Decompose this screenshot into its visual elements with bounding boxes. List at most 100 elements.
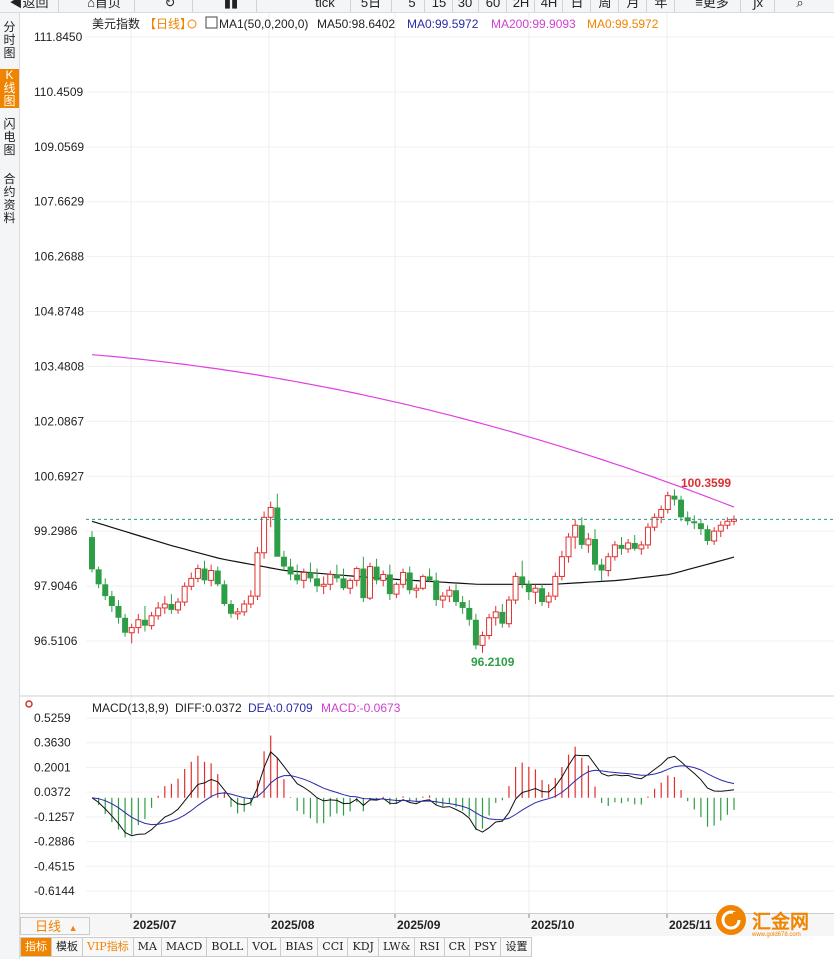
legend-ma200: MA200:99.9093: [491, 17, 576, 31]
candle-body: [89, 537, 95, 570]
macd-value: MACD:-0.0673: [321, 701, 401, 715]
toolbar-item-11[interactable]: 4H: [538, 0, 560, 12]
dea-line: [91, 765, 735, 826]
indicator-tab-8[interactable]: CCI: [318, 937, 349, 957]
sidebar-tab-0[interactable]: 分时图: [0, 21, 19, 60]
candle-body: [539, 588, 546, 603]
sidebar-tab-1[interactable]: K线图: [0, 69, 19, 108]
candle-body: [439, 595, 446, 601]
candle-body: [227, 603, 234, 614]
period-selector[interactable]: 日线 ▲: [20, 917, 90, 935]
toolbar-item-9[interactable]: 60: [482, 0, 504, 12]
toolbar-item-15[interactable]: 年: [650, 0, 672, 12]
candle-body: [380, 573, 387, 581]
candle-body: [155, 607, 162, 617]
toolbar-item-3[interactable]: ▮▮: [208, 0, 254, 12]
macd-diff: DIFF:0.0372: [175, 701, 242, 715]
candle-body: [724, 520, 731, 526]
indicator-tab-3[interactable]: MA: [133, 937, 162, 957]
toolbar-item-2[interactable]: ↻: [150, 0, 190, 12]
toolbar-label: 日: [570, 0, 584, 10]
toolbar-label: 2H: [512, 0, 530, 10]
indicator-tab-14[interactable]: 设置: [501, 937, 533, 957]
indicator-tab-5[interactable]: BOLL: [207, 937, 249, 957]
toolbar-item-16[interactable]: ≡更多: [686, 0, 738, 12]
toolbar-item-4[interactable]: tick: [302, 0, 348, 12]
toolbar-item-6[interactable]: 5: [402, 0, 422, 12]
indicator-tab-4[interactable]: MACD: [161, 937, 208, 957]
candle-body: [651, 516, 658, 528]
candle-body: [353, 568, 360, 581]
candle-body: [333, 574, 340, 579]
candle-body: [505, 599, 512, 625]
price-tick: 97.9046: [34, 579, 78, 593]
toolbar-label: 5: [408, 0, 416, 10]
candle-body: [347, 579, 354, 589]
kline-chart[interactable]: 111.8450 110.4509 109.0569 107.6629 106.2688…: [20, 13, 834, 913]
macd-tick: 0.5259: [34, 711, 71, 725]
candle-body: [512, 575, 519, 601]
toolbar-item-12[interactable]: 日: [566, 0, 588, 12]
toolbar-separator: [646, 0, 647, 12]
sidebar-tab-2[interactable]: 闪电图: [0, 118, 19, 157]
indicator-tab-2[interactable]: VIP指标: [83, 937, 134, 957]
indicator-tab-7[interactable]: BIAS: [281, 937, 319, 957]
candle-body: [572, 524, 579, 538]
candle-body: [247, 595, 254, 605]
candle-body: [419, 575, 426, 589]
toolbar-separator: [478, 0, 479, 12]
indicator-tab-9[interactable]: KDJ: [348, 937, 379, 957]
indicator-tab-6[interactable]: VOL: [248, 937, 282, 957]
ma200-line: [91, 354, 735, 508]
sidebar-tab-3[interactable]: 合约资料: [0, 173, 19, 225]
macd-tick: 0.0372: [34, 785, 71, 799]
toolbar-label: 4H: [540, 0, 558, 10]
indicator-tab-13[interactable]: PSY: [470, 937, 502, 957]
toolbar-separator: [350, 0, 351, 12]
sun-icon: [25, 700, 33, 708]
candle-body: [644, 526, 651, 546]
candle-body: [267, 506, 274, 518]
toolbar-item-14[interactable]: 月: [622, 0, 644, 12]
toolbar-item-7[interactable]: 15: [428, 0, 450, 12]
indicator-tab-11[interactable]: RSI: [415, 937, 445, 957]
toolbar-item-10[interactable]: 2H: [510, 0, 532, 12]
date-tick: 2025/11: [669, 918, 712, 932]
ma50-line: [91, 520, 735, 585]
toolbar-label: 返回: [22, 0, 49, 10]
candle-body: [492, 611, 499, 619]
indicator-tab-1[interactable]: 模板: [52, 937, 83, 957]
formula-icon: ∫x: [752, 0, 764, 10]
candle-body: [340, 578, 347, 589]
toolbar-item-17[interactable]: ∫x: [744, 0, 772, 12]
toolbar-item-5[interactable]: 5日: [353, 0, 389, 12]
toolbar-item-0[interactable]: ◀返回: [2, 0, 56, 12]
price-tick: 107.6629: [34, 195, 84, 209]
chart-area[interactable]: 111.8450 110.4509 109.0569 107.6629 106.2688…: [20, 13, 834, 913]
candle-body: [578, 525, 585, 545]
price-tick: 106.2688: [34, 250, 84, 264]
toolbar-item-18[interactable]: ⌕: [780, 0, 820, 12]
candle-body: [697, 523, 704, 530]
indicator-tab-12[interactable]: CR: [444, 937, 471, 957]
low-annotation: 96.2109: [471, 655, 515, 669]
candle-body: [95, 569, 102, 585]
candle-body: [433, 580, 440, 601]
price-tick: 96.5106: [34, 634, 78, 648]
candle-body: [234, 611, 241, 615]
candle-body: [307, 572, 314, 579]
candle-body: [274, 507, 281, 557]
indicator-tab-10[interactable]: LW&: [378, 937, 416, 957]
toolbar-item-13[interactable]: 周: [594, 0, 616, 12]
candle-body: [148, 615, 155, 627]
logo: 汇金网 www.gold678.com: [712, 900, 834, 940]
toolbar-item-1[interactable]: ⌂首页: [76, 0, 132, 12]
toolbar-item-8[interactable]: 30: [454, 0, 476, 12]
date-tick: 2025/10: [531, 918, 575, 932]
candle-body: [280, 556, 287, 567]
indicator-tab-0[interactable]: 指标: [20, 937, 52, 957]
toolbar-label: 60: [485, 0, 501, 10]
macd-tick: -0.2886: [34, 835, 75, 849]
candle-body: [545, 595, 552, 603]
legend-ma0: MA0:99.5972: [407, 17, 479, 31]
